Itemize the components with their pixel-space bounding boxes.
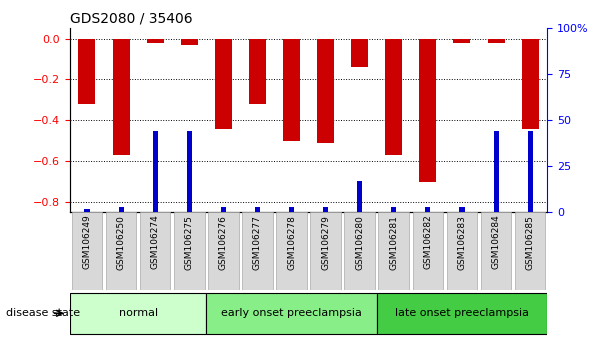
Text: GSM106250: GSM106250: [117, 215, 126, 270]
Bar: [85, 209, 89, 212]
Bar: [391, 207, 396, 212]
Text: GSM106285: GSM106285: [526, 215, 534, 270]
Text: GSM106276: GSM106276: [219, 215, 228, 270]
Bar: [249, 39, 266, 104]
Bar: [460, 207, 465, 212]
Text: GSM106249: GSM106249: [83, 215, 91, 269]
FancyBboxPatch shape: [447, 212, 477, 290]
Text: GSM106274: GSM106274: [151, 215, 160, 269]
Bar: [323, 207, 328, 212]
Text: GSM106277: GSM106277: [253, 215, 262, 270]
Bar: [153, 131, 157, 212]
Text: GSM106284: GSM106284: [491, 215, 500, 269]
FancyBboxPatch shape: [413, 212, 443, 290]
FancyBboxPatch shape: [344, 212, 375, 290]
Bar: [119, 207, 123, 212]
Bar: [283, 39, 300, 141]
Text: late onset preeclampsia: late onset preeclampsia: [395, 308, 529, 318]
Text: GSM106278: GSM106278: [287, 215, 296, 270]
FancyBboxPatch shape: [174, 212, 204, 290]
Bar: [420, 39, 437, 182]
Text: GSM106279: GSM106279: [321, 215, 330, 270]
Bar: [78, 39, 95, 104]
Bar: [255, 207, 260, 212]
Bar: [385, 39, 402, 155]
FancyBboxPatch shape: [208, 212, 239, 290]
FancyBboxPatch shape: [310, 212, 341, 290]
Bar: [528, 131, 533, 212]
Bar: [426, 207, 430, 212]
Text: early onset preeclampsia: early onset preeclampsia: [221, 308, 362, 318]
FancyBboxPatch shape: [276, 212, 307, 290]
Bar: [112, 39, 130, 155]
Text: disease state: disease state: [6, 308, 80, 318]
FancyBboxPatch shape: [481, 212, 511, 290]
FancyBboxPatch shape: [70, 292, 206, 334]
Bar: [181, 39, 198, 45]
Text: GSM106282: GSM106282: [423, 215, 432, 269]
FancyBboxPatch shape: [72, 212, 102, 290]
Text: GSM106275: GSM106275: [185, 215, 194, 270]
FancyBboxPatch shape: [242, 212, 273, 290]
Bar: [351, 39, 368, 67]
Bar: [488, 39, 505, 42]
Bar: [317, 39, 334, 143]
Text: normal: normal: [119, 308, 157, 318]
FancyBboxPatch shape: [378, 212, 409, 290]
Bar: [522, 39, 539, 129]
Bar: [187, 131, 192, 212]
Text: GSM106281: GSM106281: [389, 215, 398, 270]
Bar: [454, 39, 471, 42]
Bar: [289, 207, 294, 212]
FancyBboxPatch shape: [206, 292, 377, 334]
FancyBboxPatch shape: [140, 212, 170, 290]
FancyBboxPatch shape: [106, 212, 136, 290]
Text: GDS2080 / 35406: GDS2080 / 35406: [70, 12, 193, 26]
Text: GSM106280: GSM106280: [355, 215, 364, 270]
Bar: [221, 207, 226, 212]
FancyBboxPatch shape: [515, 212, 545, 290]
Bar: [494, 131, 499, 212]
Text: GSM106283: GSM106283: [457, 215, 466, 270]
Bar: [147, 39, 164, 42]
Bar: [215, 39, 232, 129]
FancyBboxPatch shape: [377, 292, 547, 334]
Bar: [357, 181, 362, 212]
